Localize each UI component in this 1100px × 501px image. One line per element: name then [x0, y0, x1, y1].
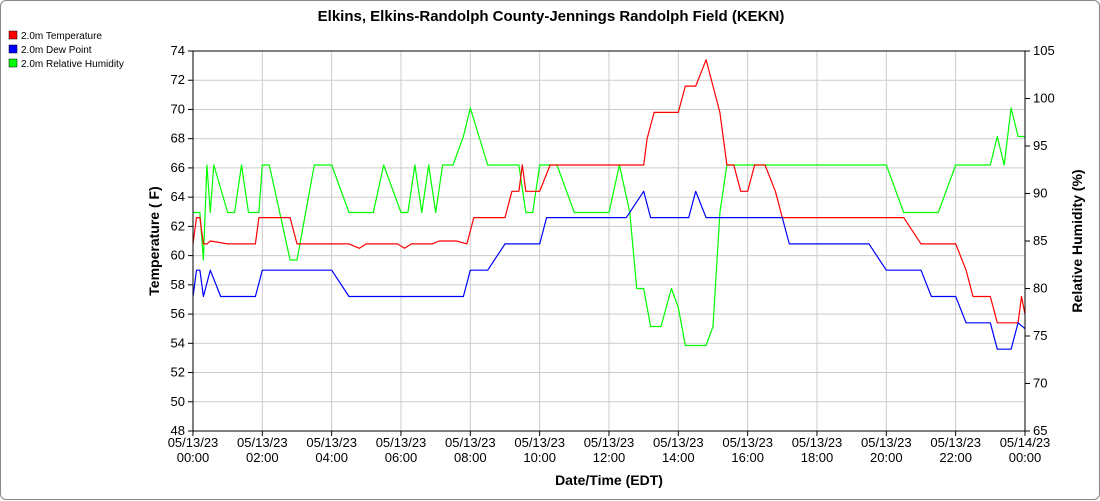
left-tick-label: 58	[171, 277, 185, 292]
right-tick-label: 85	[1033, 233, 1047, 248]
x-tick-date: 05/13/23	[861, 435, 912, 450]
left-tick-label: 72	[171, 72, 185, 87]
left-tick-label: 54	[171, 335, 185, 350]
x-tick-time: 10:00	[523, 450, 556, 465]
left-tick-label: 62	[171, 218, 185, 233]
x-tick-date: 05/14/23	[1000, 435, 1051, 450]
right-tick-label: 95	[1033, 138, 1047, 153]
right-tick-label: 100	[1033, 91, 1055, 106]
x-tick-time: 02:00	[246, 450, 279, 465]
series-line-2-0m-temperature	[192, 59, 1026, 324]
series-line-2-0m-relative-humidity	[193, 107, 1025, 347]
x-tick-date: 05/13/23	[376, 435, 427, 450]
x-tick-time: 08:00	[454, 450, 487, 465]
series-lines	[192, 59, 1026, 350]
left-tick-label: 64	[171, 189, 185, 204]
right-tick-label: 90	[1033, 186, 1047, 201]
x-tick-date: 05/13/23	[514, 435, 565, 450]
x-tick-time: 04:00	[315, 450, 348, 465]
left-tick-label: 60	[171, 248, 185, 263]
x-tick-date: 05/13/23	[306, 435, 357, 450]
x-tick-time: 00:00	[1009, 450, 1042, 465]
left-tick-label: 50	[171, 394, 185, 409]
x-axis-label: Date/Time (EDT)	[555, 472, 663, 488]
right-axis-ticks: 65 70 75 80 85 90 95 100 105	[1025, 43, 1055, 438]
x-tick-time: 06:00	[385, 450, 418, 465]
left-tick-label: 56	[171, 306, 185, 321]
x-tick-date: 05/13/23	[445, 435, 496, 450]
series-line-2-0m-dew-point	[192, 190, 1026, 350]
left-tick-label: 68	[171, 131, 185, 146]
legend-swatch	[8, 30, 18, 40]
chart-title: Elkins, Elkins-Randolph County-Jennings …	[318, 8, 785, 25]
x-tick-time: 12:00	[593, 450, 626, 465]
left-axis-ticks: 48 50 52 54 56 58 60 62 64 66 68 70 72 74	[171, 43, 193, 438]
x-tick-date: 05/13/23	[653, 435, 704, 450]
x-tick-date: 05/13/23	[237, 435, 288, 450]
legend-swatch	[8, 58, 18, 68]
x-tick-time: 00:00	[177, 450, 210, 465]
x-tick-time: 18:00	[801, 450, 834, 465]
legend-swatch	[8, 44, 18, 54]
left-tick-label: 52	[171, 365, 185, 380]
legend-label: 2.0m Relative Humidity	[21, 59, 124, 70]
legend-label: 2.0m Temperature	[21, 31, 102, 42]
left-tick-label: 70	[171, 101, 185, 116]
right-tick-label: 105	[1033, 43, 1055, 58]
x-tick-date: 05/13/23	[584, 435, 635, 450]
y-axis-label-left: Temperature ( F)	[146, 186, 162, 295]
x-tick-date: 05/13/23	[722, 435, 773, 450]
left-tick-label: 66	[171, 160, 185, 175]
right-tick-label: 70	[1033, 376, 1047, 391]
right-tick-label: 75	[1033, 328, 1047, 343]
legend: 2.0m Temperature 2.0m Dew Point 2.0m Relat…	[8, 30, 124, 70]
x-tick-time: 22:00	[939, 450, 972, 465]
x-tick-time: 16:00	[731, 450, 764, 465]
left-tick-label: 48	[171, 423, 185, 438]
x-tick-time: 20:00	[870, 450, 903, 465]
x-tick-date: 05/13/23	[930, 435, 981, 450]
y-axis-label-right: Relative Humidity (%)	[1069, 169, 1085, 312]
x-axis-ticks: 05/13/2300:0005/13/2302:0005/13/2304:000…	[168, 431, 1051, 465]
x-tick-time: 14:00	[662, 450, 695, 465]
right-tick-label: 80	[1033, 281, 1047, 296]
left-tick-label: 74	[171, 43, 185, 58]
x-tick-date: 05/13/23	[792, 435, 843, 450]
right-tick-label: 65	[1033, 423, 1047, 438]
legend-label: 2.0m Dew Point	[21, 45, 92, 56]
x-tick-date: 05/13/23	[168, 435, 219, 450]
